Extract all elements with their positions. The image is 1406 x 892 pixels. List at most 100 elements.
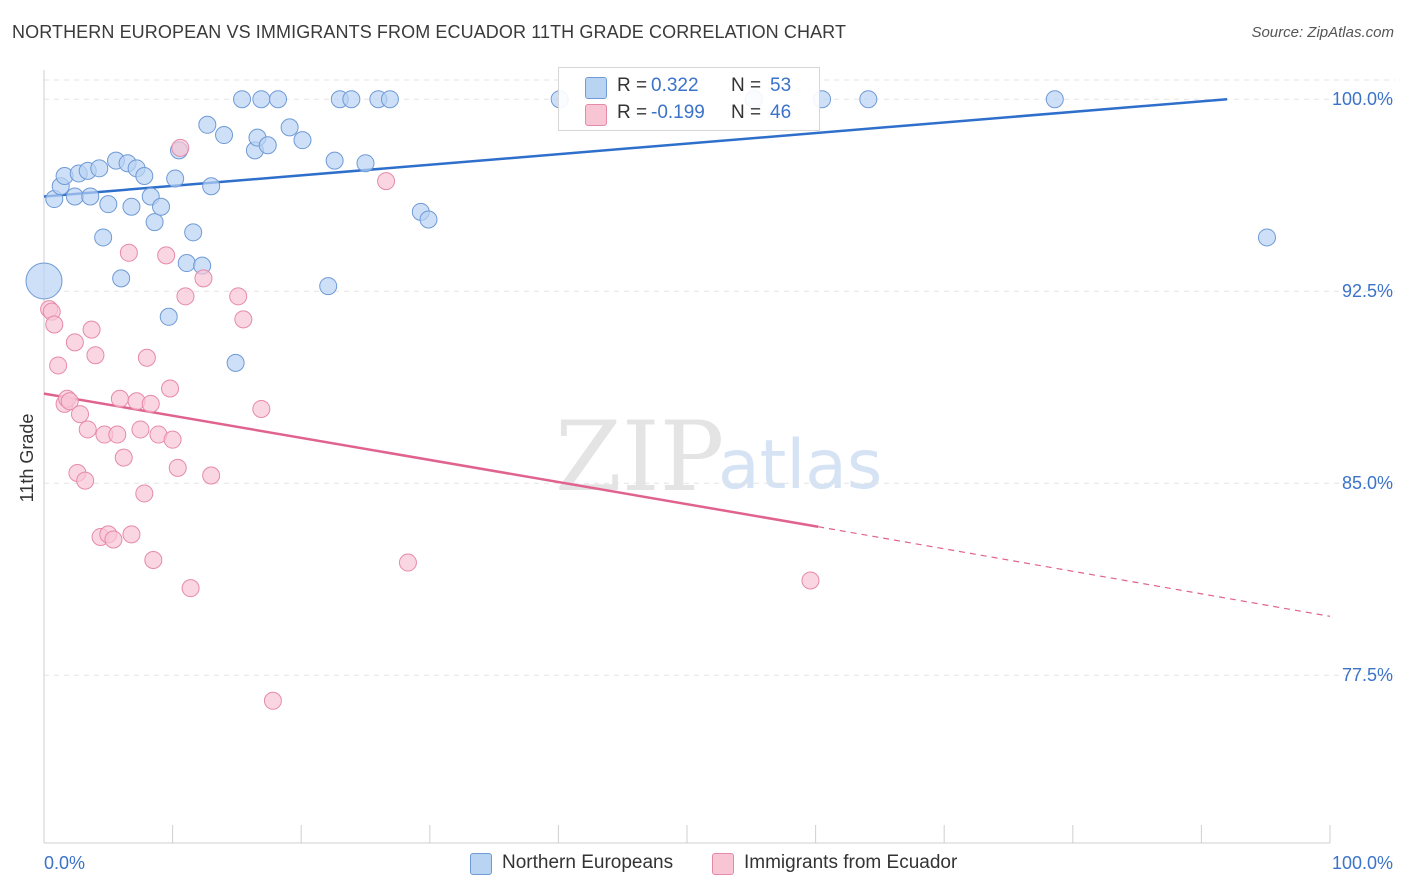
n-label: N =: [731, 75, 762, 96]
y-tick-label: 100.0%: [1332, 89, 1393, 109]
r-label: R =: [617, 75, 648, 96]
point-northern-europeans: [293, 131, 312, 150]
point-immigrants-ecuador: [377, 172, 396, 191]
point-northern-europeans: [145, 213, 164, 232]
legend-swatch-pink: [585, 104, 607, 126]
point-immigrants-ecuador: [168, 458, 187, 477]
point-northern-europeans: [90, 159, 109, 178]
point-immigrants-ecuador: [49, 356, 68, 375]
point-northern-europeans: [252, 90, 271, 109]
grid-lines: [44, 79, 1395, 676]
r-label: R =: [617, 102, 648, 123]
x-tick-label: 0.0%: [44, 853, 85, 873]
point-northern-europeans: [1045, 90, 1064, 109]
point-northern-europeans: [152, 197, 171, 216]
point-northern-europeans: [280, 118, 299, 137]
point-northern-europeans: [419, 210, 438, 229]
legend-swatch-pink: [712, 853, 734, 875]
point-northern-europeans: [166, 169, 185, 188]
point-immigrants-ecuador: [78, 420, 97, 439]
point-northern-europeans: [202, 177, 221, 196]
point-northern-europeans: [233, 90, 252, 109]
point-immigrants-ecuador: [181, 579, 200, 598]
point-immigrants-ecuador: [137, 348, 156, 367]
point-northern-europeans: [1257, 228, 1276, 247]
source-credit: Source: ZipAtlas.com: [1251, 24, 1394, 41]
watermark-zip: ZIP: [555, 401, 724, 513]
point-northern-europeans: [258, 136, 277, 155]
point-northern-europeans: [99, 195, 118, 214]
point-immigrants-ecuador: [161, 379, 180, 398]
point-northern-europeans: [356, 154, 375, 173]
point-immigrants-ecuador: [104, 530, 123, 549]
point-northern-europeans: [25, 262, 63, 300]
point-immigrants-ecuador: [801, 571, 820, 590]
point-immigrants-ecuador: [131, 420, 150, 439]
legend-swatch-blue: [585, 77, 607, 99]
point-immigrants-ecuador: [135, 484, 154, 503]
trend-line-northern-europeans: [43, 97, 1228, 198]
trend-line-extension: [818, 526, 1331, 617]
point-immigrants-ecuador: [119, 243, 138, 262]
r-value: 0.322: [651, 75, 699, 96]
y-axis-title: 11th Grade: [17, 414, 37, 503]
trend-lines: [43, 97, 1331, 617]
point-immigrants-ecuador: [234, 310, 253, 329]
legend-label: Immigrants from Ecuador: [744, 852, 958, 873]
point-immigrants-ecuador: [108, 425, 127, 444]
point-immigrants-ecuador: [76, 471, 95, 490]
data-points: [25, 90, 1276, 710]
point-immigrants-ecuador: [60, 392, 79, 411]
point-northern-europeans: [135, 167, 154, 185]
point-northern-europeans: [342, 90, 361, 109]
n-label: N =: [731, 102, 762, 123]
chart-title: NORTHERN EUROPEAN VS IMMIGRANTS FROM ECU…: [12, 22, 847, 42]
point-northern-europeans: [380, 90, 399, 109]
r-value: -0.199: [651, 102, 705, 123]
point-immigrants-ecuador: [110, 389, 129, 408]
legend-label: Northern Europeans: [502, 852, 674, 873]
point-immigrants-ecuador: [194, 269, 213, 288]
point-northern-europeans: [94, 228, 113, 247]
point-immigrants-ecuador: [263, 691, 282, 710]
point-immigrants-ecuador: [122, 525, 141, 544]
point-northern-europeans: [319, 277, 338, 296]
point-immigrants-ecuador: [171, 138, 190, 157]
point-northern-europeans: [112, 269, 131, 288]
point-immigrants-ecuador: [398, 553, 417, 572]
point-northern-europeans: [159, 307, 178, 326]
point-immigrants-ecuador: [202, 466, 221, 485]
y-tick-label: 92.5%: [1342, 281, 1393, 301]
point-immigrants-ecuador: [45, 315, 64, 334]
point-immigrants-ecuador: [82, 320, 101, 339]
trend-line-immigrants-ecuador: [43, 392, 819, 528]
axes: [43, 70, 1331, 844]
n-value: 46: [770, 102, 792, 123]
n-value: 53: [770, 75, 792, 96]
point-northern-europeans: [215, 126, 234, 145]
point-northern-europeans: [81, 187, 100, 206]
point-immigrants-ecuador: [157, 246, 176, 265]
watermark-atlas: atlas: [718, 426, 882, 505]
point-northern-europeans: [325, 151, 344, 170]
point-immigrants-ecuador: [176, 287, 195, 306]
stats-legend: R = 0.322 N = 53 R = -0.199 N = 46: [558, 67, 820, 131]
point-immigrants-ecuador: [229, 287, 248, 306]
point-northern-europeans: [269, 90, 288, 109]
x-tick-label: 100.0%: [1332, 853, 1393, 873]
point-northern-europeans: [859, 90, 878, 109]
point-immigrants-ecuador: [71, 405, 90, 424]
point-northern-europeans: [65, 187, 84, 206]
point-immigrants-ecuador: [163, 430, 182, 449]
watermark: ZIP atlas: [555, 401, 882, 513]
point-immigrants-ecuador: [65, 333, 84, 352]
legend-swatch-blue: [470, 853, 492, 875]
point-immigrants-ecuador: [114, 448, 133, 467]
point-northern-europeans: [184, 223, 203, 242]
y-tick-label: 77.5%: [1342, 665, 1393, 685]
y-tick-label: 85.0%: [1342, 473, 1393, 493]
tick-labels: 77.5% 85.0% 92.5% 100.0% 0.0% 100.0%: [44, 89, 1393, 873]
point-immigrants-ecuador: [252, 399, 271, 418]
point-immigrants-ecuador: [141, 394, 160, 413]
